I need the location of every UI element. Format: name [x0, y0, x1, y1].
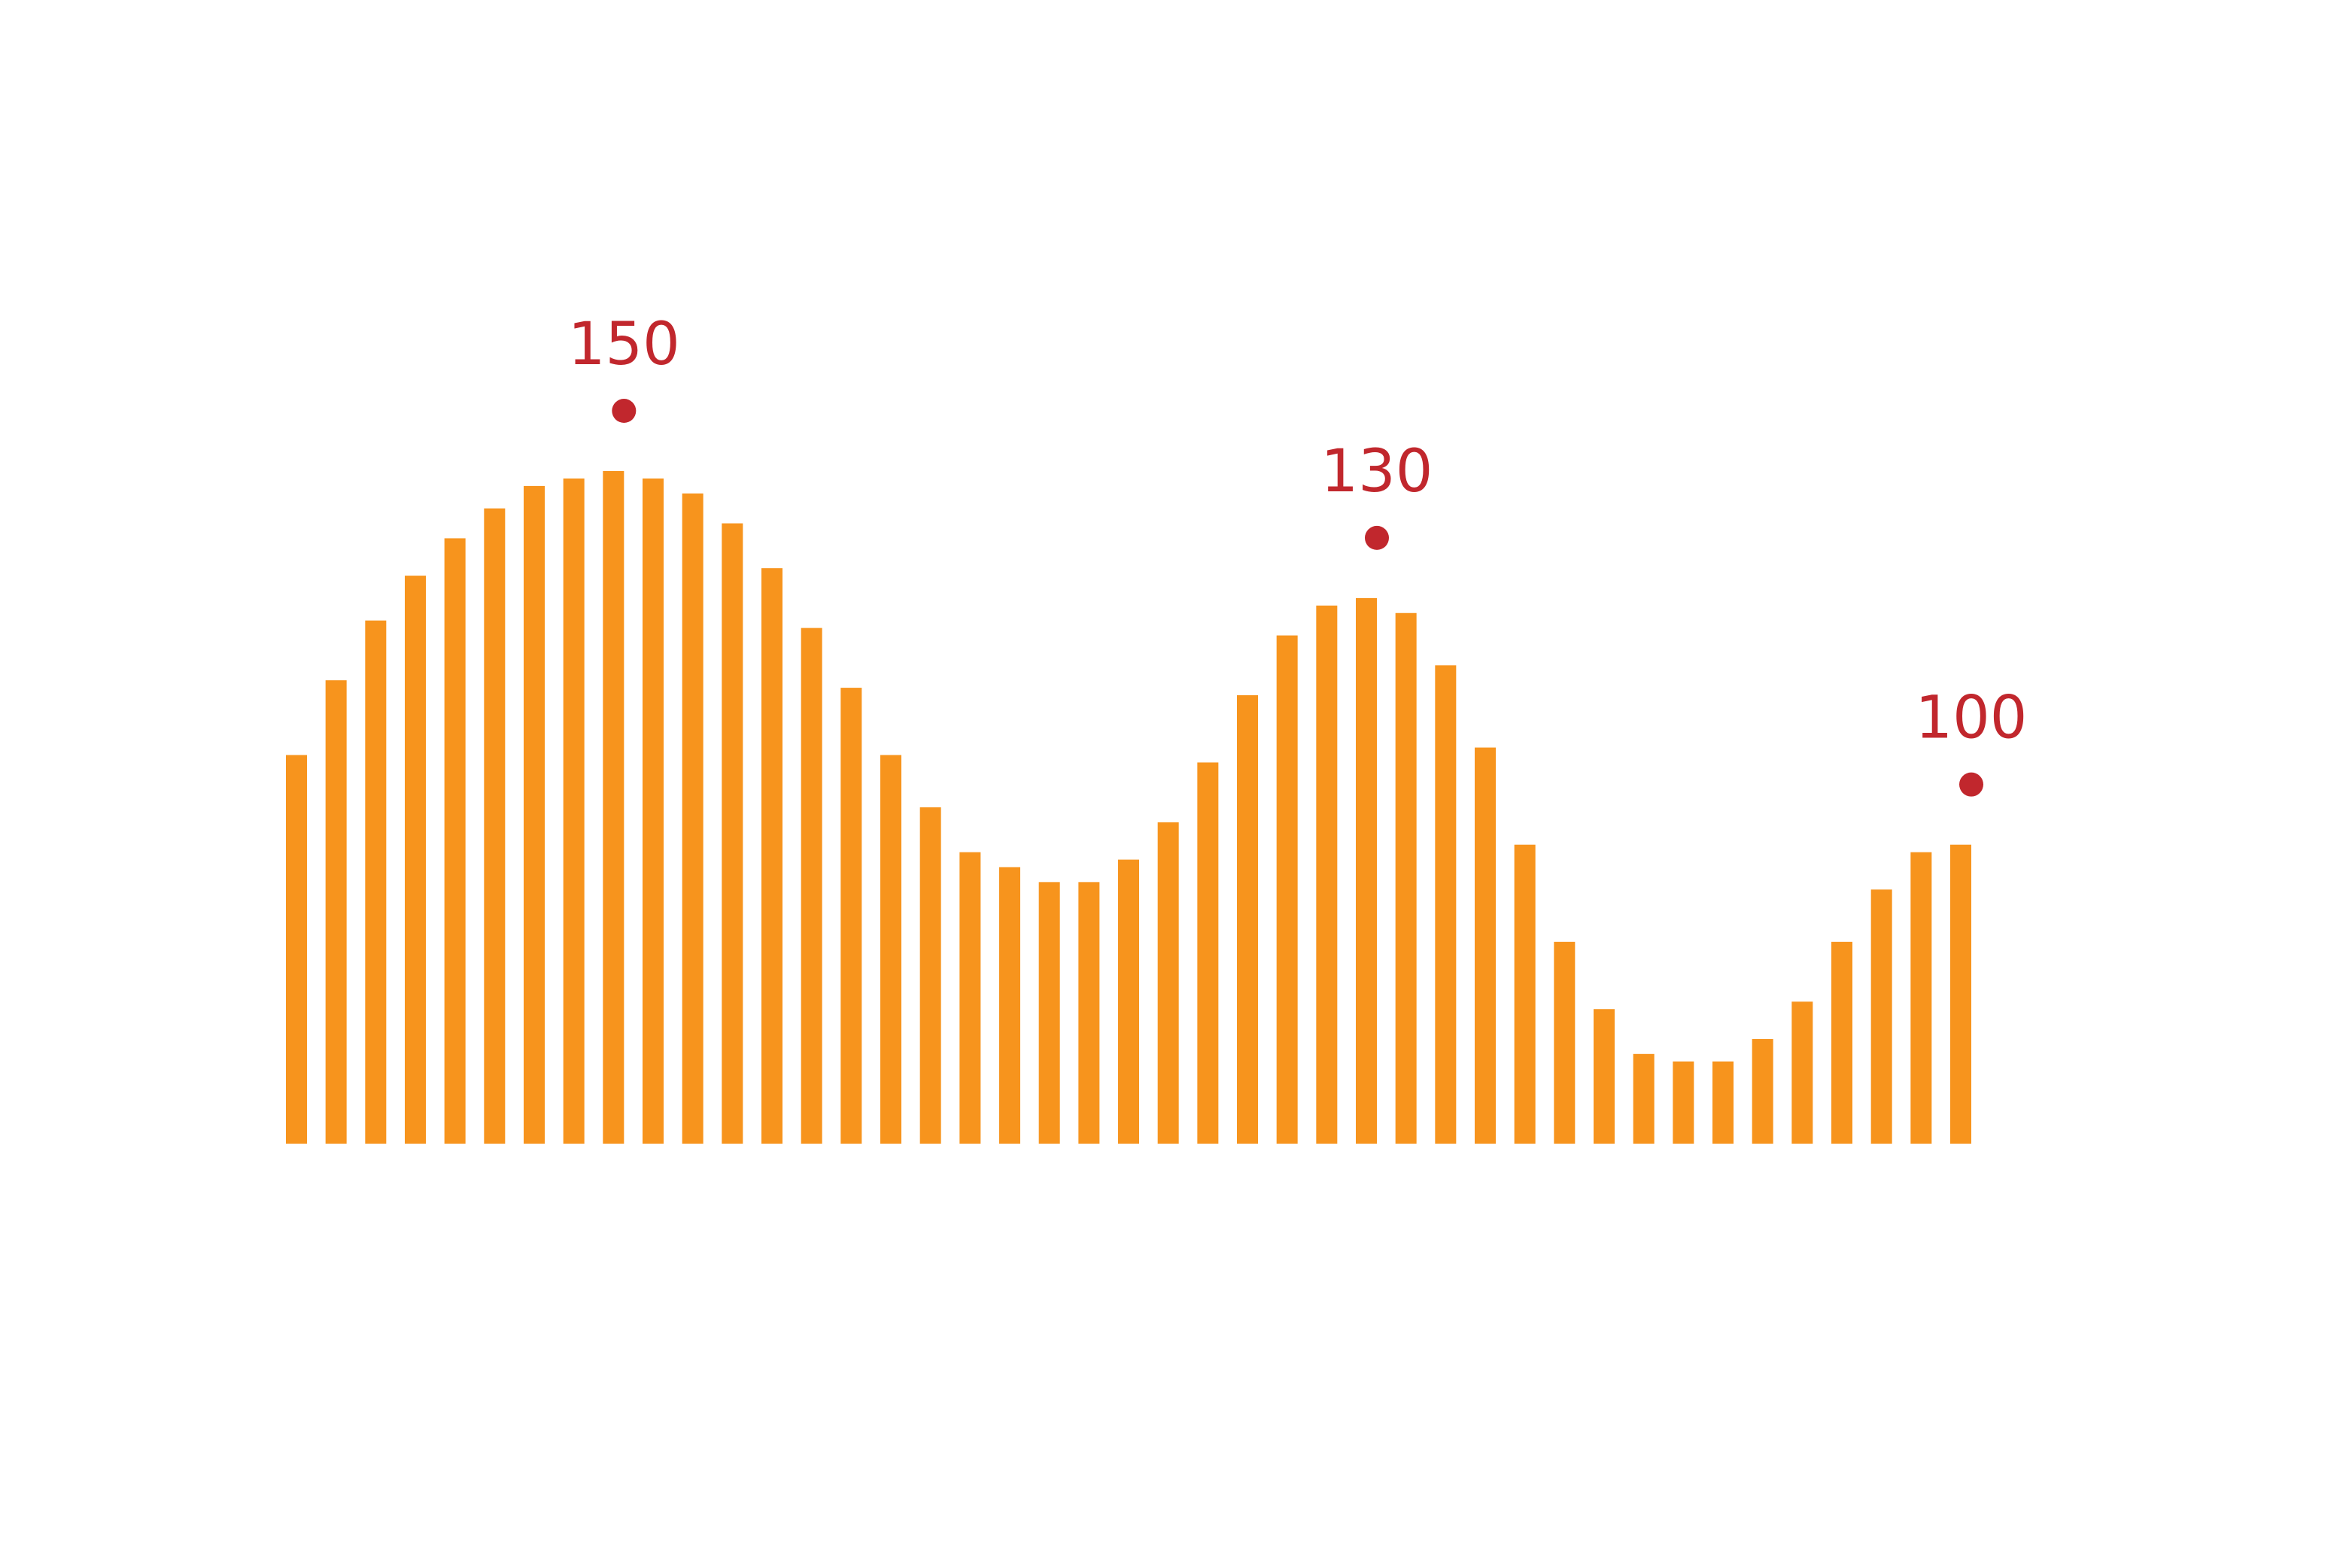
bar: [1356, 597, 1377, 1144]
bar: [761, 568, 782, 1144]
bar: [603, 471, 624, 1144]
bar: [682, 493, 703, 1144]
bar: [1237, 695, 1258, 1144]
bar: [405, 576, 426, 1144]
bar: [1791, 1001, 1813, 1144]
bar: [1078, 882, 1100, 1144]
bar: [1712, 1061, 1734, 1144]
annotation-label: 150: [568, 311, 680, 378]
bar: [1157, 822, 1179, 1144]
bar: [1554, 941, 1576, 1144]
bar: [999, 867, 1020, 1144]
bar: [484, 508, 506, 1144]
bar: [1594, 1009, 1615, 1144]
bar: [880, 755, 901, 1144]
bar: [286, 755, 307, 1144]
bar: [643, 478, 664, 1144]
bar: [1910, 852, 1932, 1144]
annotation-dot: [1959, 772, 1983, 797]
bar: [959, 852, 981, 1144]
annotation-label: 100: [1916, 685, 2028, 752]
bar: [365, 620, 387, 1144]
bar: [1118, 859, 1139, 1144]
bar: [722, 523, 743, 1144]
bar: [1435, 665, 1457, 1144]
bar: [1633, 1053, 1655, 1144]
bar: [1276, 635, 1298, 1144]
bar: [1316, 605, 1338, 1144]
bar: [919, 807, 941, 1144]
bar: [444, 538, 466, 1144]
bar: [1038, 882, 1060, 1144]
bar: [1197, 762, 1219, 1144]
annotation-dot: [612, 399, 637, 424]
bar: [1395, 612, 1417, 1144]
bar: [325, 680, 347, 1144]
bar: [1831, 941, 1852, 1144]
bar: [801, 628, 822, 1144]
bar: [563, 478, 585, 1144]
bar: [1514, 844, 1536, 1144]
bar: [840, 688, 862, 1144]
bar: [1475, 747, 1496, 1144]
bar: [1673, 1061, 1694, 1144]
bar: [1870, 889, 1892, 1144]
bar: [1752, 1038, 1773, 1144]
bar: [1950, 844, 1971, 1144]
bar: [524, 485, 545, 1144]
annotation-label: 130: [1321, 438, 1433, 506]
annotation-dot: [1365, 525, 1389, 550]
